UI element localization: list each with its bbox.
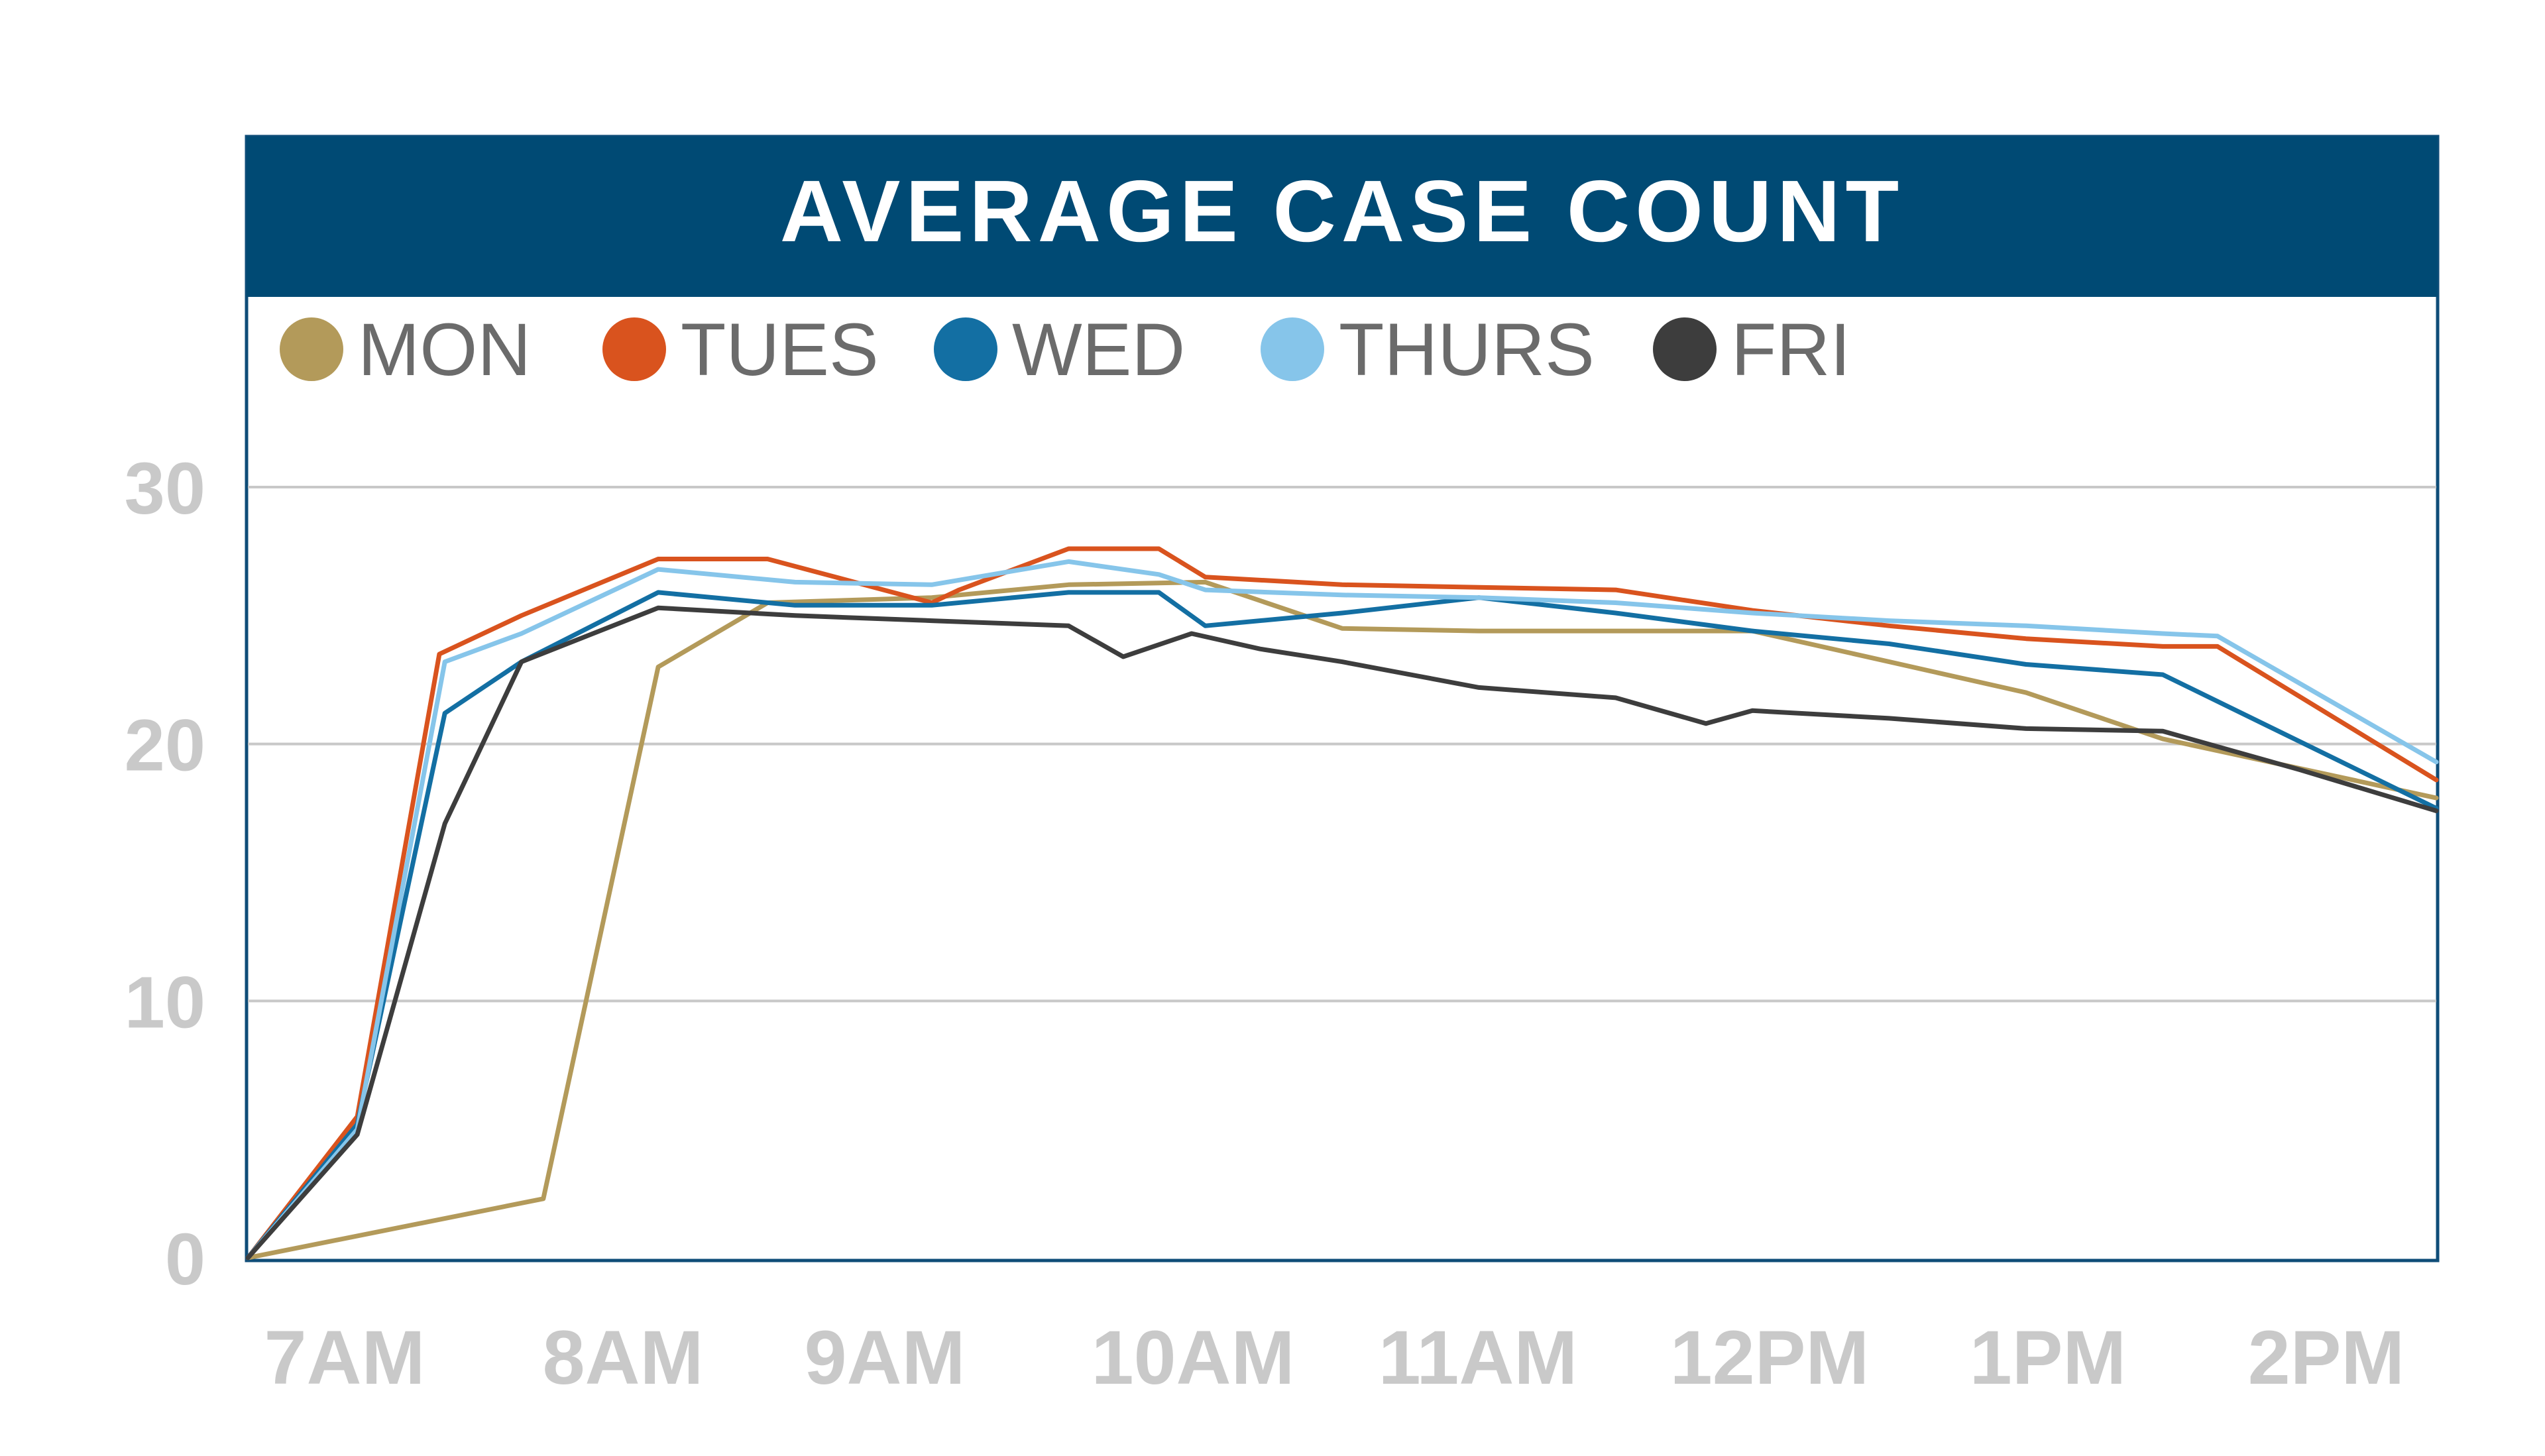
- series-line-mon: [245, 579, 2439, 1260]
- title-bar: [247, 137, 2438, 297]
- x-axis-ticks: 7AM 8AM 9AM 10AM 11AM 12PM 1PM 2PM: [264, 1316, 2405, 1400]
- chart-title: AVERAGE CASE COUNT: [780, 162, 1904, 260]
- legend-item-thurs: THURS: [1261, 308, 1595, 391]
- y-tick-label: 30: [125, 448, 205, 530]
- y-tick-label: 0: [165, 1219, 205, 1300]
- x-tick-label: 8AM: [543, 1316, 704, 1400]
- chart-frame: [245, 135, 2440, 1262]
- series-line-wed: [245, 590, 2439, 1260]
- legend-label: THURS: [1339, 308, 1595, 391]
- legend-label: FRI: [1731, 308, 1850, 391]
- legend: MON TUES WED THURS FRI: [280, 308, 1850, 391]
- legend-swatch: [934, 317, 997, 381]
- legend-swatch: [280, 317, 343, 381]
- x-tick-label: 11AM: [1379, 1316, 1577, 1400]
- y-axis-ticks: 0 10 20 30: [125, 448, 205, 1300]
- x-tick-label: 1PM: [1970, 1316, 2126, 1400]
- y-tick-label: 10: [125, 962, 205, 1043]
- legend-label: MON: [358, 308, 531, 391]
- legend-swatch: [602, 317, 666, 381]
- x-tick-label: 10AM: [1092, 1316, 1295, 1400]
- y-tick-label: 20: [125, 705, 205, 787]
- legend-swatch: [1653, 317, 1717, 381]
- legend-item-tues: TUES: [602, 308, 879, 391]
- x-tick-label: 7AM: [264, 1316, 425, 1400]
- legend-label: WED: [1012, 308, 1185, 391]
- x-tick-label: 9AM: [805, 1316, 966, 1400]
- legend-item-mon: MON: [280, 308, 531, 391]
- gridlines: [248, 486, 2436, 1003]
- legend-swatch: [1261, 317, 1324, 381]
- legend-item-wed: WED: [934, 308, 1185, 391]
- legend-item-fri: FRI: [1653, 308, 1850, 391]
- series-line-tues: [245, 546, 2439, 1260]
- series-line-thurs: [245, 559, 2439, 1260]
- legend-label: TUES: [681, 308, 879, 391]
- series-line-fri: [245, 605, 2439, 1260]
- x-tick-label: 12PM: [1670, 1316, 1869, 1400]
- series-lines: [245, 546, 2439, 1260]
- x-tick-label: 2PM: [2248, 1316, 2404, 1400]
